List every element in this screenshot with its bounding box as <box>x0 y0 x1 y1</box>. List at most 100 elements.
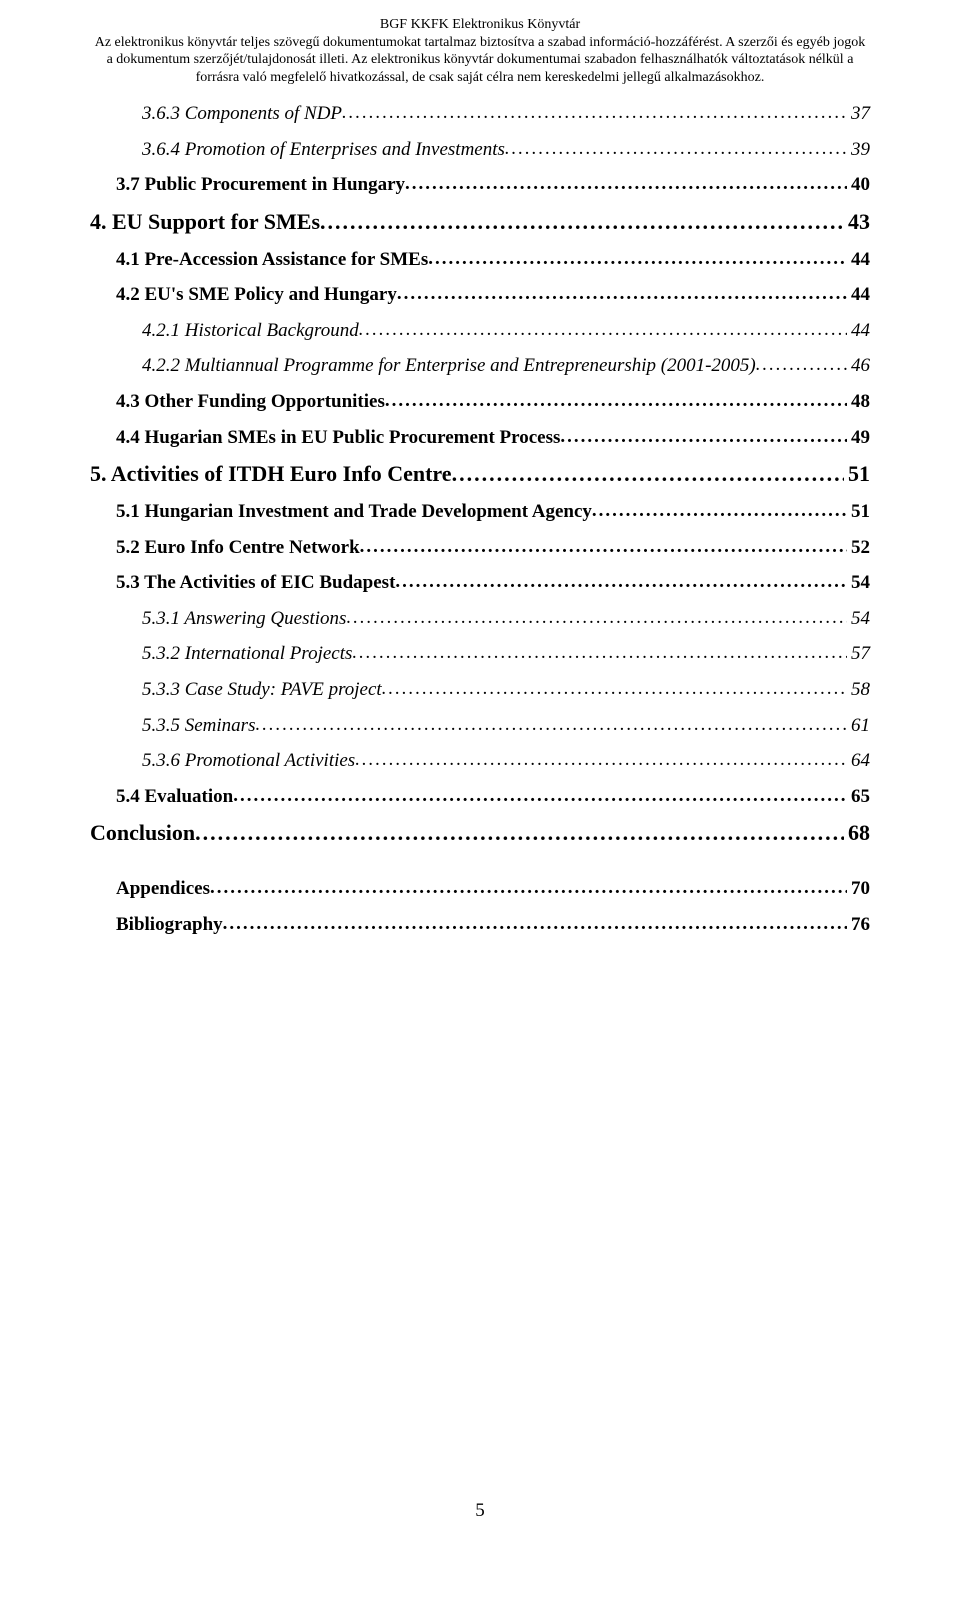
header-line-3: forrásra való megfelelő hivatkozással, d… <box>90 69 870 87</box>
toc-leader <box>592 498 847 517</box>
header-title: BGF KKFK Elektronikus Könyvtár <box>90 16 870 34</box>
toc-row: 4.2.1 Historical Background 44 <box>142 317 870 345</box>
toc-row: Appendices 70 <box>116 875 870 903</box>
toc-row: 4. EU Support for SMEs 43 <box>90 207 870 238</box>
toc-row: 4.4 Hugarian SMEs in EU Public Procureme… <box>116 424 870 452</box>
toc-page: 51 <box>847 499 870 526</box>
toc-row: 5.3.5 Seminars 61 <box>142 712 870 740</box>
toc-leader <box>560 424 847 443</box>
header-line-1: Az elektronikus könyvtár teljes szövegű … <box>90 34 870 52</box>
toc-label: 5.3.5 Seminars <box>142 713 255 740</box>
toc-label: 4.2.1 Historical Background <box>142 318 359 345</box>
toc-page: 44 <box>847 282 870 309</box>
toc-page: 57 <box>847 641 870 668</box>
toc-row: 5.3 The Activities of EIC Budapest 54 <box>116 569 870 597</box>
toc-label: Bibliography <box>116 912 223 939</box>
toc-label: 5.2 Euro Info Centre Network <box>116 535 360 562</box>
toc-label: 5.4 Evaluation <box>116 784 233 811</box>
toc-row: 4.1 Pre-Accession Assistance for SMEs 44 <box>116 246 870 274</box>
toc-leader <box>352 640 847 659</box>
toc-page: 37 <box>847 101 870 128</box>
toc-label: 4.2.2 Multiannual Programme for Enterpri… <box>142 353 756 380</box>
toc-label: Conclusion <box>90 818 195 849</box>
toc-row: 5. Activities of ITDH Euro Info Centre 5… <box>90 459 870 490</box>
toc-row: 5.3.1 Answering Questions 54 <box>142 605 870 633</box>
toc-row: 3.7 Public Procurement in Hungary 40 <box>116 171 870 199</box>
toc-leader <box>385 388 847 407</box>
toc-label: 3.7 Public Procurement in Hungary <box>116 172 405 199</box>
toc-row: 4.3 Other Funding Opportunities 48 <box>116 388 870 416</box>
toc-page: 46 <box>847 353 870 380</box>
toc-label: 5.3.3 Case Study: PAVE project <box>142 677 382 704</box>
toc-page: 58 <box>847 677 870 704</box>
toc-label: 5.3.6 Promotional Activities <box>142 748 355 775</box>
toc-leader <box>395 569 847 588</box>
toc-leader <box>360 534 847 553</box>
toc-page: 51 <box>844 459 870 490</box>
toc-page: 65 <box>847 784 870 811</box>
toc-row: 5.1 Hungarian Investment and Trade Devel… <box>116 498 870 526</box>
toc-row: 5.3.3 Case Study: PAVE project 58 <box>142 676 870 704</box>
toc-leader <box>320 207 844 229</box>
toc-row: 5.3.2 International Projects 57 <box>142 640 870 668</box>
toc-page: 76 <box>847 912 870 939</box>
toc-page: 68 <box>844 818 870 849</box>
toc-row: 5.4 Evaluation 65 <box>116 783 870 811</box>
toc-leader <box>210 875 847 894</box>
library-header: BGF KKFK Elektronikus Könyvtár Az elektr… <box>90 16 870 86</box>
toc-leader <box>346 605 847 624</box>
toc-page: 64 <box>847 748 870 775</box>
toc-page: 39 <box>847 137 870 164</box>
toc-row: 5.3.6 Promotional Activities 64 <box>142 747 870 775</box>
toc-leader <box>397 281 847 300</box>
toc-label: 4.2 EU's SME Policy and Hungary <box>116 282 397 309</box>
toc-row: 3.6.4 Promotion of Enterprises and Inves… <box>142 136 870 164</box>
toc-page: 54 <box>847 606 870 633</box>
toc-leader <box>195 818 844 840</box>
toc-page: 54 <box>847 570 870 597</box>
page-number: 5 <box>90 1498 870 1525</box>
header-line-2: a dokumentum szerzőjét/tulajdonosát ille… <box>90 51 870 69</box>
toc-label: 3.6.4 Promotion of Enterprises and Inves… <box>142 137 505 164</box>
toc-label: 4.4 Hugarian SMEs in EU Public Procureme… <box>116 425 560 452</box>
toc-leader <box>505 136 847 155</box>
toc-leader <box>405 171 847 190</box>
toc-label: 5.3 The Activities of EIC Budapest <box>116 570 395 597</box>
toc-leader <box>452 459 844 481</box>
toc-label: 5. Activities of ITDH Euro Info Centre <box>90 459 452 490</box>
toc-label: 5.1 Hungarian Investment and Trade Devel… <box>116 499 592 526</box>
toc-page: 48 <box>847 389 870 416</box>
toc-page: 70 <box>847 876 870 903</box>
toc-leader <box>233 783 847 802</box>
toc-leader <box>382 676 847 695</box>
toc-row: Conclusion 68 <box>90 818 870 849</box>
toc-label: 4.3 Other Funding Opportunities <box>116 389 385 416</box>
toc-label: 4.1 Pre-Accession Assistance for SMEs <box>116 247 428 274</box>
toc-label: 5.3.1 Answering Questions <box>142 606 346 633</box>
toc-row: 5.2 Euro Info Centre Network 52 <box>116 534 870 562</box>
toc-spacer <box>90 857 870 875</box>
toc-label: 3.6.3 Components of NDP <box>142 101 342 128</box>
toc-page: 43 <box>844 207 870 238</box>
toc-leader <box>359 317 847 336</box>
toc-row: 4.2 EU's SME Policy and Hungary 44 <box>116 281 870 309</box>
toc-page: 44 <box>847 318 870 345</box>
toc-leader <box>756 352 847 371</box>
toc-row: Bibliography 76 <box>116 911 870 939</box>
toc-row: 3.6.3 Components of NDP 37 <box>142 100 870 128</box>
table-of-contents: 3.6.3 Components of NDP 37 3.6.4 Promotio… <box>90 100 870 938</box>
toc-page: 61 <box>847 713 870 740</box>
toc-leader <box>342 100 847 119</box>
toc-leader <box>255 712 847 731</box>
toc-label: 5.3.2 International Projects <box>142 641 352 668</box>
toc-leader <box>428 246 847 265</box>
toc-label: 4. EU Support for SMEs <box>90 207 320 238</box>
toc-page: 49 <box>847 425 870 452</box>
toc-leader <box>355 747 847 766</box>
toc-leader <box>223 911 847 930</box>
toc-page: 40 <box>847 172 870 199</box>
toc-label: Appendices <box>116 876 210 903</box>
toc-page: 44 <box>847 247 870 274</box>
toc-row: 4.2.2 Multiannual Programme for Enterpri… <box>142 352 870 380</box>
toc-page: 52 <box>847 535 870 562</box>
